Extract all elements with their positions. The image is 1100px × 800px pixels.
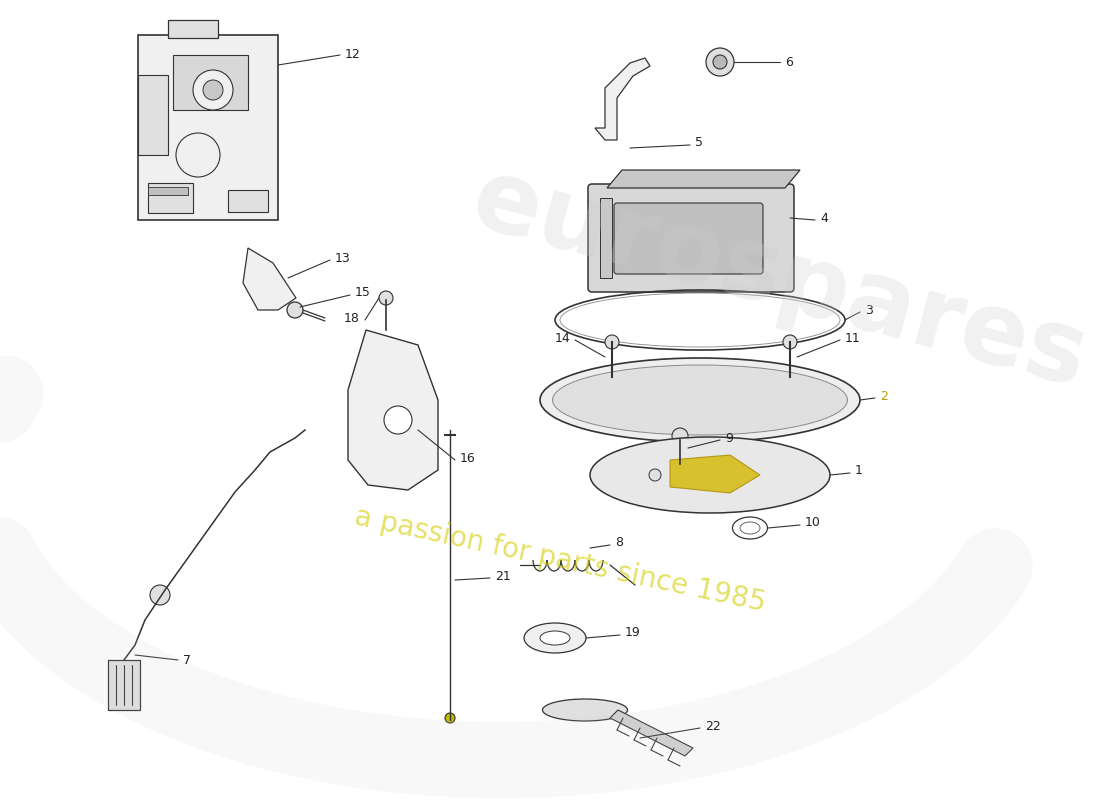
Text: 10: 10 [805,517,821,530]
Circle shape [713,55,727,69]
Text: 3: 3 [865,303,873,317]
Circle shape [379,291,393,305]
FancyBboxPatch shape [588,184,794,292]
Bar [138,35,278,220]
Circle shape [446,713,455,723]
Bar [168,20,218,38]
Circle shape [706,48,734,76]
Bar [228,190,268,212]
Text: 22: 22 [705,719,720,733]
Text: 13: 13 [336,251,351,265]
Text: 4: 4 [820,211,828,225]
Text: 8: 8 [615,537,623,550]
Circle shape [150,585,170,605]
Ellipse shape [524,623,586,653]
Text: 18: 18 [344,311,360,325]
Text: 2: 2 [880,390,888,402]
Polygon shape [348,330,438,490]
Text: 1: 1 [855,465,862,478]
Circle shape [204,80,223,100]
Text: 6: 6 [785,55,793,69]
Text: 11: 11 [845,331,860,345]
Ellipse shape [552,365,847,435]
Text: a passion for parts since 1985: a passion for parts since 1985 [352,502,768,618]
Bar [600,198,612,278]
Circle shape [605,335,619,349]
Ellipse shape [540,631,570,645]
Circle shape [287,302,303,318]
Text: 21: 21 [495,570,510,582]
Text: 15: 15 [355,286,371,299]
Circle shape [384,406,412,434]
Text: 12: 12 [345,49,361,62]
Text: 9: 9 [725,431,733,445]
Polygon shape [610,710,693,756]
Ellipse shape [540,358,860,442]
Text: 14: 14 [554,331,570,345]
Bar [173,55,248,110]
FancyBboxPatch shape [614,203,763,274]
Circle shape [649,469,661,481]
Text: 16: 16 [460,451,475,465]
Bar [148,187,188,195]
Text: 19: 19 [625,626,640,639]
Bar [138,75,168,155]
Circle shape [783,335,798,349]
Bar [108,660,140,710]
Bar [148,183,192,213]
Ellipse shape [590,437,830,513]
Circle shape [176,133,220,177]
Polygon shape [595,58,650,140]
Text: eurospares: eurospares [462,151,1098,409]
Circle shape [192,70,233,110]
Circle shape [672,428,688,444]
Polygon shape [243,248,296,310]
Text: 5: 5 [695,137,703,150]
Text: 7: 7 [183,654,191,666]
Polygon shape [670,455,760,493]
Polygon shape [607,170,800,188]
Ellipse shape [542,699,627,721]
